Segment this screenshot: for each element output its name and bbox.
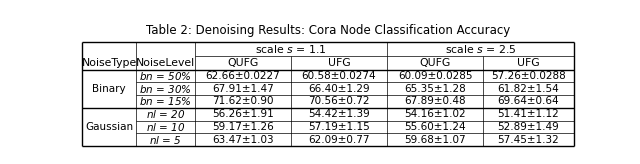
Text: 57.19±1.15: 57.19±1.15	[308, 122, 370, 132]
Text: 67.89±0.48: 67.89±0.48	[404, 96, 466, 106]
Text: 59.68±1.07: 59.68±1.07	[404, 135, 466, 145]
Text: 56.26±1.91: 56.26±1.91	[212, 109, 273, 119]
Text: 59.17±1.26: 59.17±1.26	[212, 122, 273, 132]
Text: 55.60±1.24: 55.60±1.24	[404, 122, 466, 132]
Text: $nl$ = 10: $nl$ = 10	[145, 121, 185, 133]
Text: 67.91±1.47: 67.91±1.47	[212, 84, 273, 94]
Text: 57.26±0.0288: 57.26±0.0288	[491, 71, 566, 81]
Text: 66.40±1.29: 66.40±1.29	[308, 84, 370, 94]
Text: 54.16±1.02: 54.16±1.02	[404, 109, 466, 119]
Text: 61.82±1.54: 61.82±1.54	[497, 84, 559, 94]
Text: 65.35±1.28: 65.35±1.28	[404, 84, 466, 94]
Text: $bn$ = 15%: $bn$ = 15%	[139, 95, 191, 107]
Text: 62.66±0.0227: 62.66±0.0227	[205, 71, 280, 81]
Text: Binary: Binary	[92, 84, 126, 94]
Text: 52.89±1.49: 52.89±1.49	[497, 122, 559, 132]
Text: QUFG: QUFG	[227, 58, 259, 68]
Text: NoiseType: NoiseType	[82, 58, 137, 68]
Text: 54.42±1.39: 54.42±1.39	[308, 109, 370, 119]
Text: 70.56±0.72: 70.56±0.72	[308, 96, 370, 106]
Text: 63.47±1.03: 63.47±1.03	[212, 135, 273, 145]
Text: scale $s$ = 1.1: scale $s$ = 1.1	[255, 43, 326, 55]
Text: $nl$ = 5: $nl$ = 5	[149, 134, 182, 146]
Text: 62.09±0.77: 62.09±0.77	[308, 135, 370, 145]
Text: Gaussian: Gaussian	[85, 122, 133, 132]
Text: 69.64±0.64: 69.64±0.64	[497, 96, 559, 106]
Text: QUFG: QUFG	[419, 58, 451, 68]
Text: Table 2: Denoising Results: Cora Node Classification Accuracy: Table 2: Denoising Results: Cora Node Cl…	[146, 24, 510, 37]
Text: 51.41±1.12: 51.41±1.12	[497, 109, 559, 119]
Text: 60.58±0.0274: 60.58±0.0274	[301, 71, 376, 81]
Text: $bn$ = 30%: $bn$ = 30%	[139, 83, 191, 95]
Text: $nl$ = 20: $nl$ = 20	[145, 108, 185, 120]
Text: scale $s$ = 2.5: scale $s$ = 2.5	[445, 43, 516, 55]
Text: UFG: UFG	[328, 58, 350, 68]
Text: NoiseLevel: NoiseLevel	[136, 58, 195, 68]
Text: 57.45±1.32: 57.45±1.32	[497, 135, 559, 145]
Text: 60.09±0.0285: 60.09±0.0285	[398, 71, 472, 81]
Text: UFG: UFG	[517, 58, 540, 68]
Text: 71.62±0.90: 71.62±0.90	[212, 96, 273, 106]
Text: $bn$ = 50%: $bn$ = 50%	[139, 70, 191, 82]
